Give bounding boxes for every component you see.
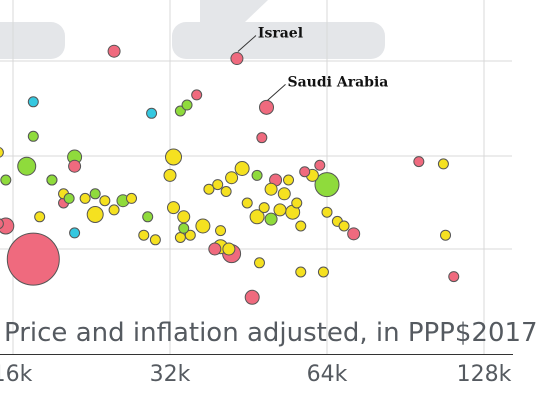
- bubble[interactable]: [273, 203, 287, 217]
- bubble[interactable]: [321, 206, 333, 218]
- bubble[interactable]: [314, 159, 326, 171]
- bubbles: [0, 44, 460, 305]
- bubble[interactable]: [413, 156, 425, 168]
- watermark-shape: [172, 22, 385, 59]
- bubble[interactable]: [79, 192, 91, 204]
- bubble[interactable]: [314, 172, 340, 198]
- bubble[interactable]: [174, 232, 186, 243]
- x-axis-title: Price and inflation adjusted, in PPP$201…: [4, 318, 538, 348]
- bubble[interactable]: [212, 179, 224, 191]
- bubble[interactable]: [203, 183, 215, 195]
- annotation-leader: [267, 83, 286, 101]
- bubble[interactable]: [256, 132, 268, 144]
- bubble[interactable]: [63, 192, 75, 204]
- bubble[interactable]: [215, 225, 227, 237]
- bubble[interactable]: [27, 130, 39, 142]
- bubble[interactable]: [107, 44, 121, 58]
- bubble[interactable]: [283, 174, 295, 186]
- bubble[interactable]: [317, 266, 329, 278]
- annotation-label: Israel: [258, 26, 303, 42]
- bubble[interactable]: [191, 89, 203, 101]
- bubble[interactable]: [138, 229, 150, 241]
- x-tick-label: 32k: [149, 362, 191, 387]
- bubble[interactable]: [99, 195, 111, 207]
- x-tick-label: 128k: [456, 362, 512, 387]
- bubble[interactable]: [241, 197, 253, 209]
- bubble[interactable]: [142, 211, 154, 223]
- bubble[interactable]: [0, 147, 4, 158]
- bubble[interactable]: [258, 202, 270, 214]
- bubble[interactable]: [291, 197, 303, 209]
- bubble[interactable]: [264, 182, 278, 196]
- bubble[interactable]: [27, 96, 39, 108]
- bubble[interactable]: [222, 242, 236, 256]
- watermark: [0, 0, 385, 59]
- bubble[interactable]: [68, 159, 82, 173]
- bubble[interactable]: [149, 234, 161, 246]
- bubble[interactable]: [440, 229, 452, 241]
- bubble[interactable]: [6, 232, 60, 286]
- annotation-leader: [237, 35, 257, 52]
- annotation-label: Saudi Arabia: [288, 74, 389, 90]
- bubble[interactable]: [181, 99, 193, 111]
- bubble[interactable]: [86, 206, 104, 223]
- bubble[interactable]: [163, 168, 177, 182]
- bubble[interactable]: [69, 227, 81, 239]
- bubble[interactable]: [299, 166, 311, 178]
- watermark-shape: [0, 22, 65, 59]
- bubble[interactable]: [347, 227, 361, 241]
- bubble[interactable]: [167, 201, 181, 215]
- bubble[interactable]: [448, 271, 460, 283]
- annotations: Israel Saudi Arabia: [237, 26, 389, 101]
- bubble[interactable]: [253, 257, 265, 269]
- x-tick-label: 64k: [306, 362, 348, 387]
- bubble[interactable]: [126, 192, 138, 204]
- bubble[interactable]: [89, 188, 101, 200]
- bubble[interactable]: [295, 266, 307, 278]
- bubble[interactable]: [34, 211, 46, 223]
- bubble[interactable]: [108, 204, 120, 216]
- bubble[interactable]: [244, 289, 260, 305]
- bubble[interactable]: [0, 218, 4, 229]
- bubble[interactable]: [264, 212, 278, 226]
- bubble[interactable]: [230, 52, 244, 66]
- bubble[interactable]: [437, 158, 449, 170]
- x-tick-label: 16k: [0, 362, 33, 387]
- bubble[interactable]: [234, 161, 250, 176]
- bubble[interactable]: [208, 242, 222, 256]
- bubble[interactable]: [46, 174, 58, 186]
- bubble[interactable]: [225, 171, 239, 185]
- bubble[interactable]: [178, 222, 190, 234]
- bubble[interactable]: [17, 156, 37, 176]
- bubble[interactable]: [259, 99, 275, 115]
- bubble[interactable]: [146, 107, 158, 119]
- bubble[interactable]: [0, 174, 12, 186]
- bubble[interactable]: [338, 220, 350, 232]
- bubble[interactable]: [249, 209, 265, 225]
- bubble[interactable]: [195, 218, 211, 234]
- bubble[interactable]: [277, 187, 291, 201]
- bubble[interactable]: [295, 220, 307, 232]
- watermark-shape: [200, 0, 268, 22]
- bubble[interactable]: [165, 148, 183, 166]
- bubble[interactable]: [251, 169, 263, 181]
- bubble[interactable]: [220, 186, 232, 197]
- bubble[interactable]: [177, 210, 191, 224]
- x-axis-line: [0, 354, 513, 355]
